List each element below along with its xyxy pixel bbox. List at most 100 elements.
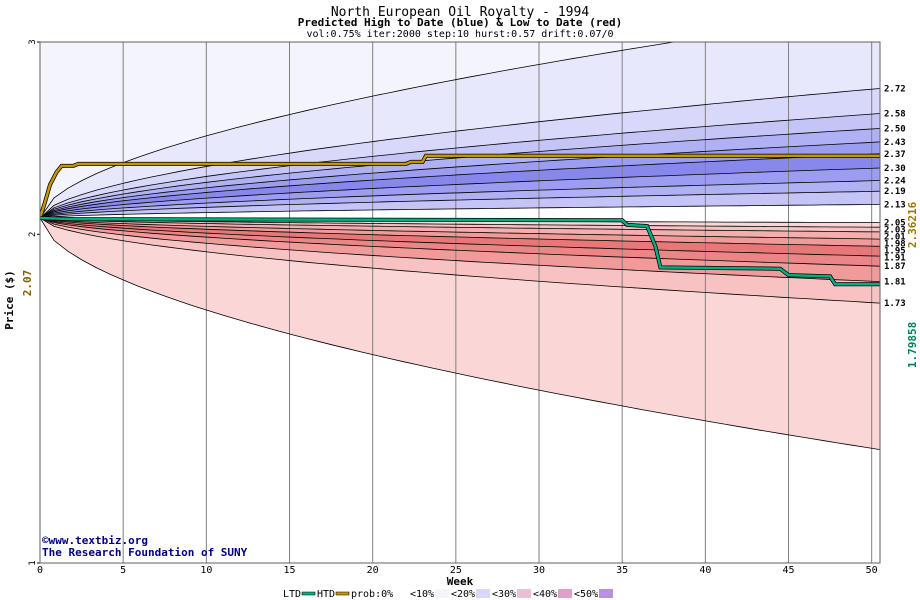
y-tick-label: 2	[28, 232, 38, 237]
legend-prob-label: <30%	[492, 589, 516, 600]
y-tick-label: 3	[28, 39, 38, 44]
high-quantile-end-label: 2.13	[884, 200, 906, 210]
y-tick-label: 1	[28, 560, 38, 565]
band-high-2	[40, 88, 880, 218]
band-high-4	[40, 128, 880, 218]
htd-end-label: 2.36216	[906, 201, 919, 248]
x-tick-label: 20	[367, 565, 379, 576]
legend-prob-label: <50%	[574, 589, 598, 600]
low-quantile-end-label: 2.05	[884, 219, 906, 229]
credit-site-text: www.textbiz.org	[48, 534, 148, 547]
legend-htd-swatch	[335, 591, 350, 596]
low-quantile-end-label: 1.73	[884, 299, 906, 309]
band-high-1	[40, 42, 880, 218]
x-tick-label: 45	[782, 565, 794, 576]
band-low-6	[40, 218, 880, 267]
x-tick-label: 25	[450, 565, 462, 576]
quantile-line	[40, 217, 880, 257]
chart-params: vol:0.75% iter:2000 step:10 hurst:0.57 d…	[306, 29, 613, 40]
quantile-line	[40, 167, 880, 219]
high-quantile-end-label: 2.24	[884, 177, 906, 187]
legend-htd-label: HTD	[317, 589, 335, 600]
low-quantile-end-label: 1.87	[884, 262, 906, 272]
low-quantile-end-label: 1.95	[884, 247, 906, 257]
band-high-outer	[40, 42, 674, 218]
low-quantile-end-label: 1.98	[884, 240, 906, 250]
quantile-line	[40, 217, 880, 282]
quantile-line	[40, 217, 880, 240]
ltd-line	[40, 216, 880, 286]
quantile-line	[40, 42, 677, 219]
legend-ltd-label: LTD	[283, 589, 301, 600]
quantile-line	[40, 217, 880, 267]
band-high-core	[40, 204, 880, 218]
chart-title: North European Oil Royalty - 1994	[331, 5, 589, 20]
chart-subtitle: Predicted High to Date (blue) & Low to D…	[298, 16, 623, 29]
legend-prob-swatch	[394, 589, 408, 598]
band-high-7	[40, 168, 880, 218]
quantile-line	[40, 190, 880, 219]
quantile-line	[40, 204, 880, 219]
legend-prob-label: prob:0%	[351, 589, 393, 600]
legend-prob-label: <40%	[533, 589, 557, 600]
htd-line	[40, 154, 880, 219]
legend-prob-swatch	[517, 589, 531, 598]
high-quantile-end-label: 2.50	[884, 124, 906, 134]
low-quantile-end-label: 2.01	[884, 233, 906, 243]
x-tick-label: 50	[866, 565, 878, 576]
low-quantile-end-label: 2.03	[884, 226, 906, 236]
credit-org: The Research Foundation of SUNY	[42, 546, 248, 559]
ltd-end-label: 1.79858	[906, 322, 919, 368]
legend-prob-swatch	[476, 589, 490, 598]
high-quantile-end-label: 2.72	[884, 84, 906, 94]
legend-prob-swatch	[558, 589, 572, 598]
low-quantile-end-label: 1.91	[884, 254, 906, 264]
legend: LTD HTD prob:0% <10% <20% <30% <40% <50%	[283, 589, 613, 600]
legend-prob-label: <10%	[410, 589, 434, 600]
high-quantile-end-label: 2.43	[884, 138, 906, 148]
legend-prob-swatch	[599, 589, 613, 598]
x-tick-label: 30	[533, 565, 545, 576]
x-tick-label: 35	[616, 565, 628, 576]
quantile-line	[40, 180, 880, 219]
quantile-line	[40, 88, 880, 219]
x-tick-label: 10	[200, 565, 212, 576]
band-low-3	[40, 218, 880, 240]
band-low-9	[40, 218, 880, 450]
band-low-8	[40, 218, 880, 304]
band-high-6	[40, 153, 880, 218]
y-axis-label: Price ($)	[3, 270, 16, 330]
plot-frame	[39, 41, 881, 564]
quantile-line	[40, 141, 880, 219]
quantile-line	[40, 217, 880, 450]
x-tick-label: 40	[699, 565, 711, 576]
legend-prob-swatch	[435, 589, 449, 598]
legend-prob-label: <20%	[451, 589, 475, 600]
quantile-line	[40, 113, 880, 219]
x-tick-label: 0	[37, 565, 43, 576]
x-tick-label: 15	[283, 565, 295, 576]
band-low-4	[40, 218, 880, 247]
high-quantile-end-label: 2.58	[884, 110, 906, 120]
quantile-line	[40, 153, 880, 219]
high-quantile-end-label: 2.37	[884, 150, 906, 160]
credit-site: ©www.textbiz.org	[42, 534, 148, 547]
x-tick-label: 5	[120, 565, 126, 576]
quantile-line	[40, 217, 880, 304]
copyright-icon: ©	[42, 534, 49, 547]
low-quantile-end-label: 1.81	[884, 278, 906, 288]
quantile-line	[40, 217, 880, 233]
band-high-3	[40, 113, 880, 218]
band-low-2	[40, 218, 880, 232]
high-quantile-end-label: 2.19	[884, 187, 906, 197]
band-high-9	[40, 191, 880, 218]
quantile-line	[40, 217, 880, 247]
band-high-5	[40, 141, 880, 218]
x-axis-label: Week	[447, 575, 474, 588]
start-value-label: 2.07	[21, 270, 34, 297]
legend-ltd-swatch	[301, 591, 316, 596]
high-quantile-end-label: 2.30	[884, 164, 906, 174]
plot-area: 0 5 10 15 20 25 30 35 40 45 50 1 2 3 2.72 2.58 2.50 2.43 2…	[28, 39, 906, 576]
band-high-8	[40, 180, 880, 218]
